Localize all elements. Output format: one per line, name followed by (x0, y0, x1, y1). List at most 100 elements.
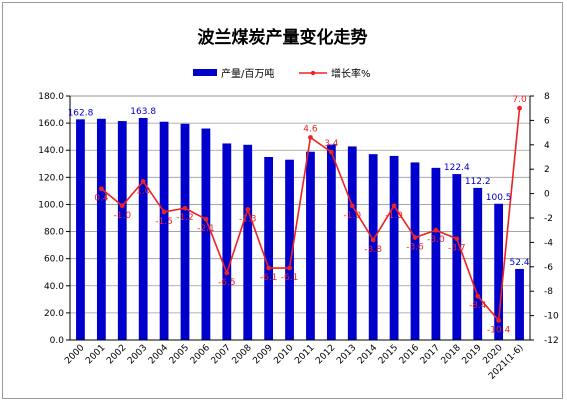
right-axis-tick-label: -8 (544, 287, 553, 297)
growth-point (140, 179, 146, 184)
x-axis-tick-label: 2007 (210, 343, 233, 366)
left-axis-tick-label: 180.0 (38, 92, 64, 102)
x-axis-tick-label: 2009 (251, 343, 274, 366)
left-axis-tick-label: 100.0 (38, 200, 64, 210)
left-axis-tick-label: 160.0 (38, 119, 64, 129)
left-axis-tick-label: 60.0 (44, 255, 64, 265)
bar-data-label: 52.4 (510, 258, 530, 268)
growth-point (98, 186, 104, 192)
x-axis-tick-label: 2018 (440, 343, 463, 366)
line-data-label: 1.0 (136, 186, 151, 196)
growth-point (517, 105, 522, 111)
x-axis-tick-label: 2019 (461, 343, 484, 366)
legend-bar-swatch (193, 69, 217, 76)
growth-point (496, 318, 502, 323)
x-axis-tick-label: 2014 (356, 343, 379, 366)
x-axis-tick-label: 2010 (272, 343, 295, 366)
legend-label-production: 产量/百万吨 (221, 69, 275, 80)
line-data-label: -1.5 (155, 217, 173, 227)
bar (326, 144, 336, 340)
line-data-label: 3.4 (324, 139, 339, 149)
left-axis-tick-label: 40.0 (44, 282, 64, 292)
right-axis-tick-label: -10 (544, 312, 559, 322)
bar (515, 268, 524, 340)
bar (222, 143, 232, 340)
growth-point (224, 270, 230, 276)
growth-point (475, 293, 481, 299)
bar (494, 203, 504, 340)
bar (410, 162, 420, 340)
line-data-label: -3.7 (448, 244, 466, 254)
bar-data-label: 122.4 (444, 163, 470, 173)
line-data-label: 7.0 (512, 95, 527, 105)
chart-frame: 波兰煤炭产量变化走势 产量/百万吨 增长率% 0.0 20.0 40.0 60.0 80… (2, 2, 563, 399)
right-axis-tick-label: 8 (544, 92, 550, 102)
line-data-label: -1.0 (343, 211, 361, 221)
x-axis-tick-label: 2005 (168, 343, 191, 366)
x-axis-tick-label: 2011 (293, 343, 316, 366)
right-axis-tick-label: 2 (544, 165, 550, 175)
line-data-label: -6.1 (281, 273, 299, 283)
bar (264, 157, 274, 340)
x-axis-tick-label: 2002 (105, 343, 128, 366)
growth-point (203, 216, 209, 222)
growth-point (245, 207, 251, 212)
right-axis-tick-label: -4 (544, 238, 553, 248)
bar (347, 146, 357, 340)
line-data-label: -1.3 (239, 214, 257, 224)
bar-data-label: 112.2 (465, 177, 491, 187)
bar-data-label: 100.5 (486, 193, 512, 203)
line-data-label: -3.0 (427, 235, 445, 245)
x-axis-tick-label: 2008 (231, 343, 254, 366)
right-axis-tick-label: 0 (544, 190, 550, 200)
legend-item-growth: 增长率% (299, 65, 371, 80)
line-data-label: -1.2 (176, 213, 194, 223)
growth-point (412, 235, 418, 240)
legend-item-production: 产量/百万吨 (193, 65, 274, 80)
line-data-label: -6.5 (218, 278, 236, 288)
right-axis-tick-label: -2 (544, 214, 553, 224)
line-data-label: -1.0 (113, 211, 131, 221)
bar (285, 159, 294, 340)
bar (96, 118, 106, 340)
growth-point (454, 236, 460, 242)
x-axis-tick-label: 2013 (335, 343, 358, 366)
line-data-label: -1.0 (385, 211, 403, 221)
line-data-label: -2.1 (197, 224, 215, 234)
x-axis-tick-label: 2017 (419, 343, 442, 366)
x-axis-tick-label: 2004 (147, 343, 170, 366)
line-data-label: -3.8 (364, 245, 382, 255)
bar (180, 123, 190, 341)
left-axis-tick-label: 80.0 (44, 228, 64, 238)
right-axis-tick-label: -12 (544, 336, 559, 346)
growth-point (182, 205, 188, 211)
chart-title: 波兰煤炭产量变化走势 (197, 28, 368, 48)
growth-point (328, 149, 334, 155)
bar (452, 174, 462, 340)
growth-point (391, 203, 397, 209)
x-axis-tick-label: 2001 (84, 343, 107, 366)
x-axis-tick-label: 2000 (63, 343, 86, 366)
bar (473, 187, 483, 340)
left-axis-tick-label: 140.0 (38, 146, 64, 156)
bar (76, 119, 85, 340)
line-data-label: -6.1 (260, 273, 278, 283)
bar-data-label: 163.8 (130, 107, 156, 117)
left-axis-tick-label: 0.0 (50, 336, 65, 346)
line-data-label: -3.6 (406, 243, 424, 253)
x-axis-tick-label: 2016 (398, 343, 421, 366)
line-data-label: -10.4 (487, 325, 511, 335)
x-axis-tick-label: 2015 (377, 343, 400, 366)
chart-legend: 产量/百万吨 增长率% (3, 65, 562, 81)
growth-point (266, 265, 272, 271)
bar (243, 144, 253, 340)
right-axis-tick-label: -6 (544, 263, 553, 273)
growth-point (119, 203, 125, 209)
left-axis-tick-label: 20.0 (44, 309, 64, 319)
bar (201, 128, 211, 340)
growth-point (287, 265, 292, 271)
growth-point (161, 209, 167, 215)
plot-area: 0.0 20.0 40.0 60.0 80.0 100.0 120.0 140.0 160.0 1… (38, 92, 559, 382)
growth-point (349, 203, 355, 209)
bar-data-label: 162.8 (68, 108, 94, 118)
